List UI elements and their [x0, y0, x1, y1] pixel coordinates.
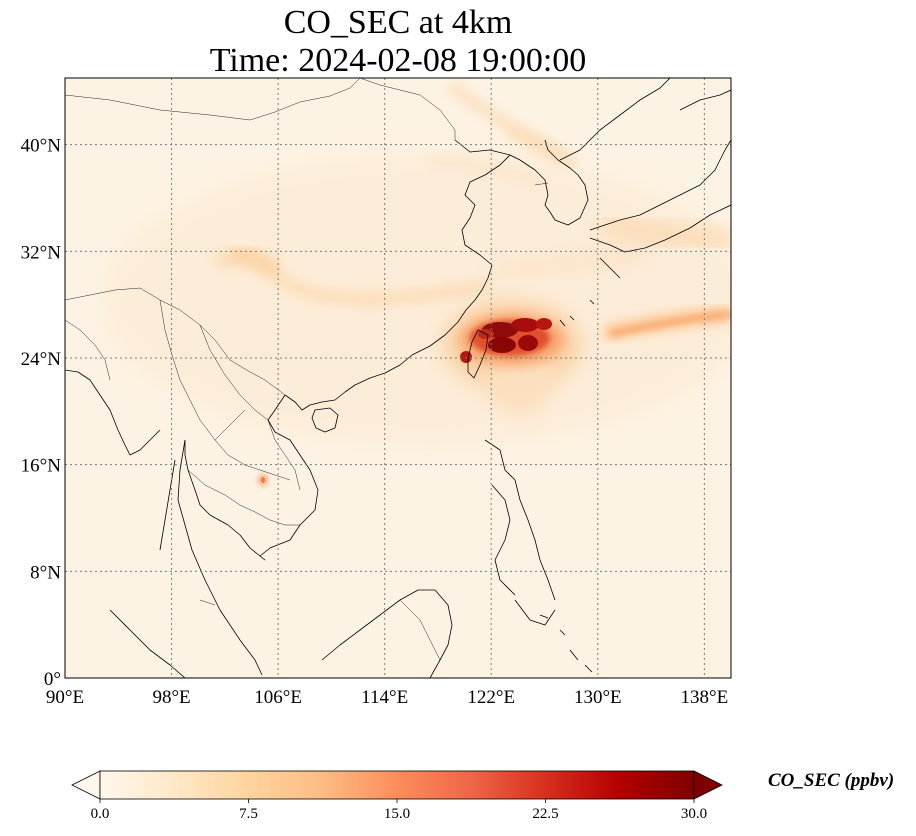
lat-tick-label: 8°N: [30, 562, 61, 583]
colorbar-tick-label: 7.5: [239, 806, 258, 822]
lat-tick-label: 40°N: [21, 136, 62, 157]
lon-tick-label: 122°E: [467, 687, 515, 708]
map-frame: [64, 77, 732, 679]
lon-tick-label: 130°E: [574, 687, 622, 708]
colorbar-gradient: [99, 770, 695, 800]
colorbar-title: CO_SEC (ppbv): [768, 770, 895, 791]
colorbar-tick-label: 0.0: [91, 806, 110, 822]
colorbar: 0.0 7.5 15.0 22.5 30.0: [71, 770, 723, 822]
lon-tick-label: 138°E: [681, 687, 729, 708]
lat-tick-label: 16°N: [21, 456, 62, 477]
lon-tick-label: 106°E: [254, 687, 302, 708]
title-line-1: CO_SEC at 4km: [283, 4, 513, 41]
longitude-tick-labels: 90°E 98°E 106°E 114°E 122°E 130°E 138°E: [46, 687, 728, 708]
colorbar-tick-label: 30.0: [681, 806, 707, 822]
colorbar-ticks: 0.0 7.5 15.0 22.5 30.0: [91, 799, 707, 822]
latitude-tick-labels: 0° 8°N 16°N 24°N 32°N 40°N: [21, 136, 62, 690]
lat-tick-label: 24°N: [21, 349, 62, 370]
colorbar-tick-label: 22.5: [532, 806, 558, 822]
lon-tick-label: 98°E: [152, 687, 190, 708]
country-borders: [65, 78, 549, 661]
coastlines: [65, 78, 731, 678]
lat-tick-label: 32°N: [21, 242, 62, 263]
concentration-field: [100, 79, 731, 486]
title-line-2: Time: 2024-02-08 19:00:00: [209, 42, 587, 79]
lon-tick-label: 90°E: [46, 687, 84, 708]
lat-tick-label: 0°: [44, 669, 61, 690]
colorbar-extend-max: [693, 770, 723, 800]
colorbar-tick-label: 15.0: [384, 806, 410, 822]
lon-tick-label: 114°E: [361, 687, 408, 708]
map-title: CO_SEC at 4km Time: 2024-02-08 19:00:00: [0, 4, 796, 80]
gridlines: [65, 78, 731, 678]
colorbar-extend-min: [71, 770, 101, 800]
